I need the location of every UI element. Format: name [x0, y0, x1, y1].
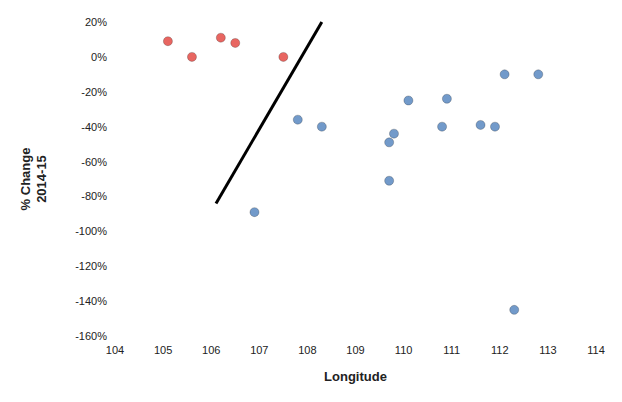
svg-text:110: 110 — [395, 344, 413, 356]
svg-text:-60%: -60% — [81, 156, 107, 168]
svg-text:% Change: % Change — [18, 148, 33, 211]
svg-text:-160%: -160% — [75, 330, 107, 342]
svg-text:-120%: -120% — [75, 260, 107, 272]
svg-text:-40%: -40% — [81, 121, 107, 133]
svg-text:114: 114 — [587, 344, 605, 356]
svg-text:105: 105 — [154, 344, 172, 356]
svg-text:108: 108 — [298, 344, 316, 356]
svg-text:2014-15: 2014-15 — [34, 155, 49, 203]
svg-text:0%: 0% — [91, 51, 107, 63]
svg-text:-80%: -80% — [81, 190, 107, 202]
svg-text:Longitude: Longitude — [324, 369, 387, 384]
svg-text:-140%: -140% — [75, 295, 107, 307]
svg-text:113: 113 — [539, 344, 557, 356]
svg-text:112: 112 — [491, 344, 509, 356]
svg-text:-100%: -100% — [75, 225, 107, 237]
svg-text:107: 107 — [250, 344, 268, 356]
svg-text:20%: 20% — [85, 16, 107, 28]
svg-text:-20%: -20% — [81, 86, 107, 98]
svg-text:104: 104 — [106, 344, 124, 356]
svg-text:109: 109 — [346, 344, 364, 356]
svg-text:106: 106 — [202, 344, 220, 356]
svg-text:111: 111 — [443, 344, 460, 356]
